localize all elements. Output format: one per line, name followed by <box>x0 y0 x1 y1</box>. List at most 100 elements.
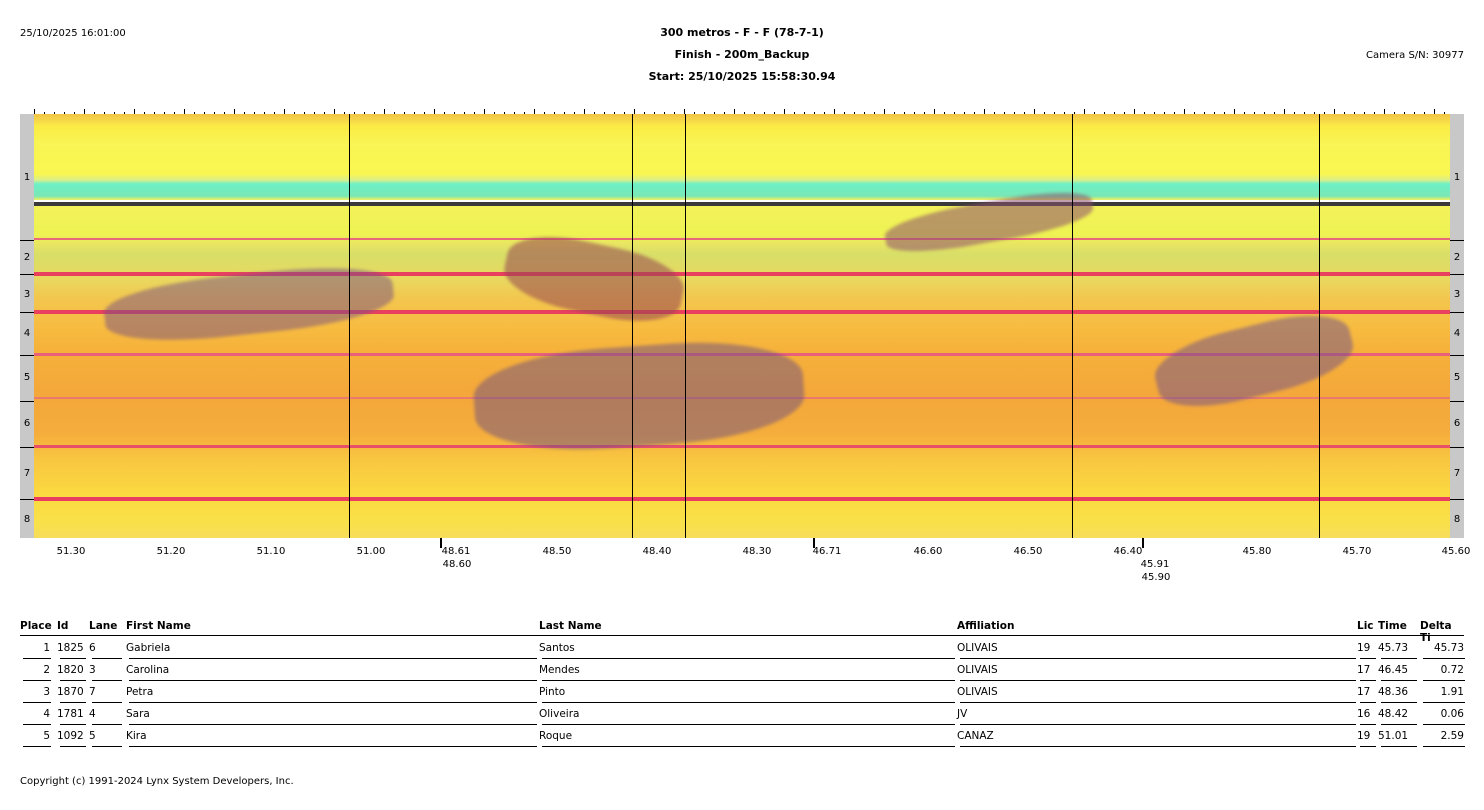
ruler-tick <box>1034 109 1035 115</box>
column-header-first-name: First Name <box>126 620 191 632</box>
ruler-tick <box>254 112 255 115</box>
ruler-tick <box>44 112 45 115</box>
ruler-tick <box>1064 112 1065 115</box>
ruler-tick <box>744 112 745 115</box>
cell-time: 48.36 <box>1378 686 1409 698</box>
finish-cursor-line[interactable] <box>1319 114 1320 538</box>
cell-underline <box>542 724 955 725</box>
time-scale-label: 51.30 <box>56 546 86 557</box>
cell-underline <box>60 724 86 725</box>
ruler-tick <box>1124 112 1125 115</box>
ruler-tick <box>264 112 265 115</box>
column-header-lic: Lic <box>1357 620 1374 632</box>
ruler-tick <box>1144 112 1145 115</box>
finish-cursor-line[interactable] <box>1072 114 1073 538</box>
ruler-tick <box>1264 112 1265 115</box>
table-row: 3 1870 7 Petra Pinto OLIVAIS 17 48.36 1.91 <box>20 682 1465 704</box>
ruler-tick <box>394 112 395 115</box>
lane-stripe <box>34 238 1450 240</box>
ruler-tick <box>94 112 95 115</box>
cell-underline <box>1360 724 1376 725</box>
ruler-tick <box>594 112 595 115</box>
photo-finish-frame[interactable] <box>34 114 1450 538</box>
ruler-tick <box>694 112 695 115</box>
cell-delta: 1.91 <box>1440 686 1464 698</box>
ruler-tick <box>364 112 365 115</box>
ruler-tick <box>914 112 915 115</box>
ruler-tick <box>454 112 455 115</box>
column-header-time: Time <box>1378 620 1407 632</box>
ruler-tick <box>1004 112 1005 115</box>
time-scale-label: 45.80 <box>1242 546 1272 557</box>
cell-underline <box>92 658 122 659</box>
time-scale-label: 45.90 <box>1141 572 1171 583</box>
cell-lic: 19 <box>1357 642 1371 654</box>
cell-underline <box>1423 746 1465 747</box>
ruler-tick <box>614 112 615 115</box>
ruler-tick <box>984 109 985 115</box>
ruler-tick <box>474 112 475 115</box>
cell-time: 46.45 <box>1378 664 1409 676</box>
ruler-tick <box>1174 112 1175 115</box>
cell-id: 1781 <box>57 708 84 720</box>
ruler-tick <box>124 112 125 115</box>
ruler-tick <box>994 112 995 115</box>
finish-cursor-line[interactable] <box>632 114 633 538</box>
cell-first-name: Kira <box>126 730 147 742</box>
lane-stripe <box>34 445 1450 448</box>
ruler-tick <box>374 112 375 115</box>
ruler-tick <box>834 109 835 115</box>
ruler-tick <box>494 112 495 115</box>
cell-underline <box>1381 680 1417 681</box>
cell-underline <box>542 680 955 681</box>
finish-cursor-line[interactable] <box>685 114 686 538</box>
column-header-place: Place <box>20 620 52 632</box>
ruler-tick <box>784 109 785 115</box>
lane-number: 1 <box>1453 172 1461 183</box>
cell-affiliation: OLIVAIS <box>957 686 998 698</box>
cell-underline <box>92 702 122 703</box>
cell-place: 1 <box>43 642 50 654</box>
ruler-tick <box>1334 109 1335 115</box>
ruler-tick <box>64 112 65 115</box>
cell-first-name: Gabriela <box>126 642 171 654</box>
table-row: 1 1825 6 Gabriela Santos OLIVAIS 19 45.73 45.73 <box>20 638 1465 660</box>
ruler-tick <box>954 112 955 115</box>
time-scale-label: 46.40 <box>1113 546 1143 557</box>
cell-underline <box>129 724 537 725</box>
ruler-tick <box>1294 112 1295 115</box>
ruler-tick <box>804 112 805 115</box>
ruler-tick <box>824 112 825 115</box>
cell-first-name: Sara <box>126 708 150 720</box>
cell-underline <box>1381 724 1417 725</box>
cell-underline <box>1381 658 1417 659</box>
ruler-tick <box>674 112 675 115</box>
lane-number: 6 <box>1453 418 1461 429</box>
ruler-tick <box>1024 112 1025 115</box>
cell-lic: 17 <box>1357 686 1371 698</box>
ruler-tick <box>624 112 625 115</box>
ruler-tick <box>1314 112 1315 115</box>
cell-affiliation: OLIVAIS <box>957 642 998 654</box>
ruler-tick <box>404 112 405 115</box>
table-row: 2 1820 3 Carolina Mendes OLIVAIS 17 46.45 0.72 <box>20 660 1465 682</box>
ruler-tick <box>344 112 345 115</box>
finish-cursor-line[interactable] <box>349 114 350 538</box>
lane-number: 4 <box>23 328 31 339</box>
cell-underline <box>1360 658 1376 659</box>
ruler-tick <box>1184 109 1185 115</box>
cell-underline <box>60 658 86 659</box>
cell-underline <box>129 702 537 703</box>
photo-finish-image[interactable]: 1 2 3 4 5 6 7 8 1 2 3 4 5 6 7 8 <box>20 114 1464 538</box>
runner-image <box>498 226 690 332</box>
time-scale-label: 51.10 <box>256 546 286 557</box>
ruler-tick <box>84 109 85 115</box>
cell-lane: 6 <box>89 642 96 654</box>
cell-delta: 0.06 <box>1440 708 1464 720</box>
ruler-tick <box>1074 112 1075 115</box>
cell-affiliation: OLIVAIS <box>957 664 998 676</box>
cell-underline <box>960 702 1356 703</box>
ruler-tick <box>714 112 715 115</box>
column-header-affiliation: Affiliation <box>957 620 1015 632</box>
ruler-tick <box>1414 112 1415 115</box>
